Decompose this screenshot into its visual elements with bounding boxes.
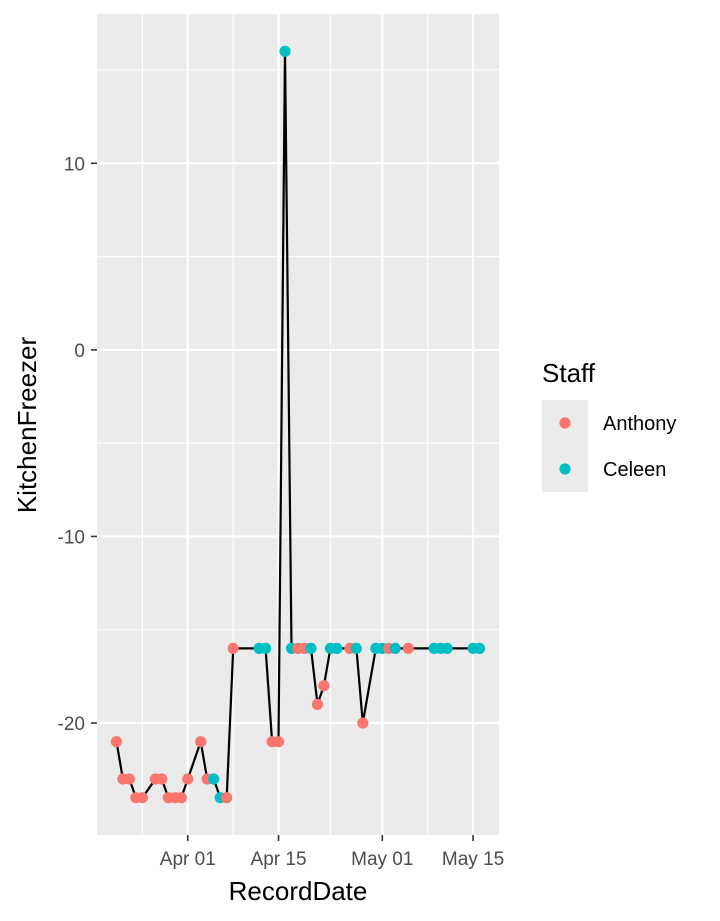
data-point-anthony [195,736,207,748]
data-point-anthony [272,736,285,748]
data-point-celeen [305,642,317,655]
y-axis: 10 0 -10 -20 [58,154,97,735]
legend-title: Staff [542,358,596,388]
data-point-anthony [318,680,330,692]
data-point-celeen [350,642,362,655]
data-point-celeen [331,642,343,655]
data-point-anthony [182,773,194,785]
points-layer [110,45,486,804]
data-point-anthony [156,773,168,785]
legend-marker-celeen [559,463,571,475]
data-point-anthony [136,792,148,804]
x-tick-label: Apr 01 [160,849,216,870]
x-tick-label: May 15 [442,849,504,870]
x-axis-title: RecordDate [229,876,368,906]
data-point-celeen [441,642,453,655]
legend-label-anthony: Anthony [603,413,676,435]
legend-marker-anthony [559,417,571,429]
grid-minor [97,14,499,835]
data-point-anthony [221,792,233,804]
data-point-celeen [473,642,486,655]
data-point-anthony [357,717,369,729]
data-point-anthony [402,642,414,655]
y-tick-label: -20 [58,714,85,735]
y-tick-label: 0 [74,341,85,362]
legend-label-celeen: Celeen [603,459,666,481]
plot-panel [97,14,499,835]
data-point-celeen [279,45,291,57]
data-point-anthony [110,736,123,748]
legend-entries: Anthony Celeen [542,400,676,492]
x-tick-label: Apr 15 [251,849,307,870]
x-axis: Apr 01 Apr 15 May 01 May 15 [160,835,504,870]
legend: Staff Anthony Celeen [542,358,676,492]
y-tick-label: -10 [58,527,85,548]
x-tick-label: May 01 [351,849,413,870]
data-point-celeen [208,773,220,785]
data-point-anthony [227,642,239,655]
data-point-anthony [311,698,324,710]
data-point-celeen [259,642,272,655]
data-point-anthony [123,773,136,785]
y-axis-title: KitchenFreezer [12,337,42,514]
y-tick-label: 10 [64,154,85,175]
data-point-anthony [175,792,187,804]
data-point-celeen [389,642,401,655]
